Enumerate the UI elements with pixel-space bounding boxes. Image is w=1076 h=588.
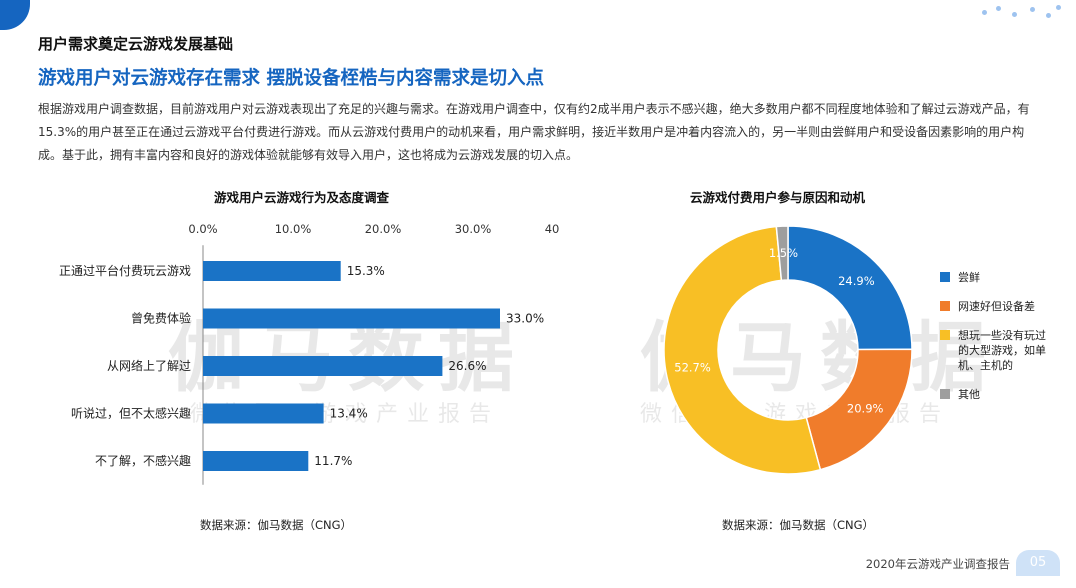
legend-swatch-2 xyxy=(940,330,950,340)
donut-slice xyxy=(775,225,789,282)
corner-decoration xyxy=(0,0,30,30)
data-label: 15.3% xyxy=(347,264,385,278)
legend-label: 想玩一些没有玩过的大型游戏，如单机、主机的 xyxy=(958,329,1046,372)
x-tick-label: 0.0% xyxy=(188,222,217,236)
donut-chart-title: 云游戏付费用户参与原因和动机 xyxy=(690,190,866,205)
data-label: 11.7% xyxy=(314,454,352,468)
x-tick-label: 20.0% xyxy=(365,222,402,236)
bar-chart-title: 游戏用户云游戏行为及态度调查 xyxy=(214,190,390,205)
data-label: 33.0% xyxy=(506,312,544,326)
legend-swatch-0 xyxy=(940,272,950,282)
data-label: 13.4% xyxy=(330,407,368,421)
category-label: 曾免费体验 xyxy=(131,311,191,326)
slice-data-label: 20.9% xyxy=(847,402,884,416)
category-label: 听说过，但不太感兴趣 xyxy=(71,406,191,421)
intro-paragraph: 根据游戏用户调查数据，目前游戏用户对云游戏表现出了充足的兴趣与需求。在游戏用户调… xyxy=(38,102,1030,162)
x-tick-label: 40.0% xyxy=(545,222,560,236)
legend-label: 其他 xyxy=(958,388,980,401)
bar-chart-source: 数据来源：伽马数据（CNG） xyxy=(200,518,353,532)
donut-chart: 24.9% 20.9% 52.7% 1.5% xyxy=(663,225,913,475)
page-subtitle: 用户需求奠定云游戏发展基础 xyxy=(38,35,234,53)
bar xyxy=(203,261,341,281)
legend-label: 尝鲜 xyxy=(958,271,980,284)
bar xyxy=(203,308,500,329)
slice-data-label: 24.9% xyxy=(838,274,875,288)
category-label: 不了解，不感兴趣 xyxy=(95,453,191,468)
legend-item: 想玩一些没有玩过的大型游戏，如单机、主机的 xyxy=(938,328,1058,373)
footer-report-title: 2020年云游戏产业调查报告 xyxy=(865,557,1010,571)
slice-data-label: 52.7% xyxy=(674,360,711,374)
page-number: 05 xyxy=(1016,550,1060,576)
dot-decoration xyxy=(982,4,1062,20)
legend-swatch-1 xyxy=(940,301,950,311)
donut-chart-source: 数据来源：伽马数据（CNG） xyxy=(722,518,875,532)
legend-item: 尝鲜 xyxy=(938,270,1058,285)
legend-item: 其他 xyxy=(938,387,1058,402)
slice-data-label: 1.5% xyxy=(769,246,798,260)
data-label: 26.6% xyxy=(448,359,486,373)
x-tick-label: 10.0% xyxy=(275,222,312,236)
legend-swatch-3 xyxy=(940,389,950,399)
page-headline: 游戏用户对云游戏存在需求 摆脱设备桎梏与内容需求是切入点 xyxy=(38,68,544,89)
bar xyxy=(203,356,443,376)
bar xyxy=(203,403,324,424)
bar xyxy=(203,451,309,471)
category-label: 正通过平台付费玩云游戏 xyxy=(59,263,191,278)
category-label: 从网络上了解过 xyxy=(107,358,191,373)
legend-item: 网速好但设备差 xyxy=(938,299,1058,314)
x-tick-label: 30.0% xyxy=(455,222,492,236)
donut-slice xyxy=(787,225,913,351)
donut-slice xyxy=(663,225,822,475)
bar-chart: 0.0% 10.0% 20.0% 30.0% 40.0% 正通过平台付费玩云游戏 15.3%… xyxy=(59,222,560,485)
donut-legend: 尝鲜 网速好但设备差 想玩一些没有玩过的大型游戏，如单机、主机的 其他 xyxy=(938,270,1058,416)
legend-label: 网速好但设备差 xyxy=(958,300,1035,313)
